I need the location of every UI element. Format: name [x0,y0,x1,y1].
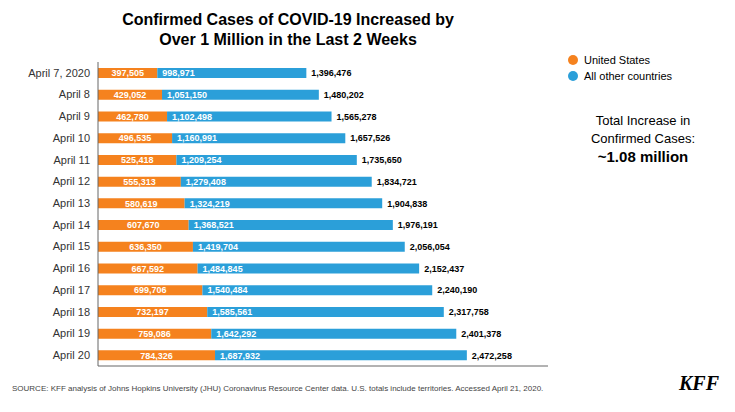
svg-text:1,642,292: 1,642,292 [216,329,256,339]
svg-text:2,056,054: 2,056,054 [410,242,450,252]
svg-text:580,619: 580,619 [125,199,158,209]
svg-text:April 16: April 16 [53,262,90,274]
svg-text:April 10: April 10 [53,132,90,144]
svg-text:784,326: 784,326 [140,351,173,361]
svg-text:April 19: April 19 [53,327,90,339]
svg-text:555,313: 555,313 [123,177,156,187]
svg-text:April 15: April 15 [53,240,90,252]
svg-text:1,585,561: 1,585,561 [212,307,252,317]
svg-text:1,368,521: 1,368,521 [194,220,234,230]
html-text:All other countries: All other countries [584,70,672,82]
svg-text:636,350: 636,350 [129,242,162,252]
svg-text:1,480,202: 1,480,202 [324,90,364,100]
svg-text:1,687,932: 1,687,932 [220,351,260,361]
html-text:Confirmed Cases of COVID-19 In: Confirmed Cases of COVID-19 Increased by… [122,11,454,48]
svg-text:1,657,526: 1,657,526 [350,133,390,143]
svg-text:2,152,437: 2,152,437 [424,264,464,274]
svg-text:667,592: 667,592 [132,264,165,274]
svg-text:2,317,758: 2,317,758 [449,307,489,317]
svg-text:April 12: April 12 [53,175,90,187]
svg-text:1,540,484: 1,540,484 [207,285,247,295]
svg-text:1,160,991: 1,160,991 [177,133,217,143]
svg-text:397,505: 397,505 [111,68,144,78]
svg-text:2,401,378: 2,401,378 [461,329,501,339]
svg-text:April 17: April 17 [53,284,90,296]
svg-text:April 11: April 11 [54,154,90,166]
svg-text:525,418: 525,418 [121,155,154,165]
svg-text:2,240,190: 2,240,190 [437,285,477,295]
svg-text:732,197: 732,197 [136,307,169,317]
svg-text:699,706: 699,706 [134,285,167,295]
svg-text:April 13: April 13 [53,197,90,209]
html-text:United States: United States [584,54,650,66]
svg-text:1,051,150: 1,051,150 [167,90,207,100]
svg-text:April 20: April 20 [53,349,90,361]
svg-text:1,904,838: 1,904,838 [387,199,427,209]
svg-text:607,670: 607,670 [127,220,160,230]
svg-text:1,484,845: 1,484,845 [203,264,243,274]
svg-text:April 14: April 14 [53,219,90,231]
svg-text:1,279,408: 1,279,408 [186,177,226,187]
html-text:KFF: KFF [679,372,719,394]
svg-text:1,102,498: 1,102,498 [172,112,212,122]
svg-text:April 9: April 9 [59,110,90,122]
svg-text:462,780: 462,780 [116,112,149,122]
svg-text:998,971: 998,971 [162,68,195,78]
svg-text:April 8: April 8 [59,88,90,100]
svg-text:1,976,191: 1,976,191 [398,220,438,230]
html-text:Confirmed Cases:: Confirmed Cases: [591,131,695,146]
svg-text:1,565,278: 1,565,278 [337,112,377,122]
html-text:~1.08 million: ~1.08 million [597,148,689,165]
svg-text:759,086: 759,086 [138,329,171,339]
svg-text:April 7, 2020: April 7, 2020 [28,67,90,79]
svg-text:April 18: April 18 [53,306,90,318]
svg-text:1,834,721: 1,834,721 [377,177,417,187]
svg-text:1,324,219: 1,324,219 [190,199,230,209]
svg-text:1,419,704: 1,419,704 [198,242,238,252]
svg-text:496,535: 496,535 [119,133,152,143]
svg-text:1,735,650: 1,735,650 [362,155,402,165]
svg-text:1,396,476: 1,396,476 [311,68,351,78]
svg-text:429,052: 429,052 [114,90,147,100]
svg-text:2,472,258: 2,472,258 [472,351,512,361]
html-text:Total Increase in: Total Increase in [595,113,691,128]
svg-text:1,209,254: 1,209,254 [181,155,221,165]
html-text:SOURCE: KFF analysis of Johns: SOURCE: KFF analysis of Johns Hopkins Un… [12,384,544,393]
